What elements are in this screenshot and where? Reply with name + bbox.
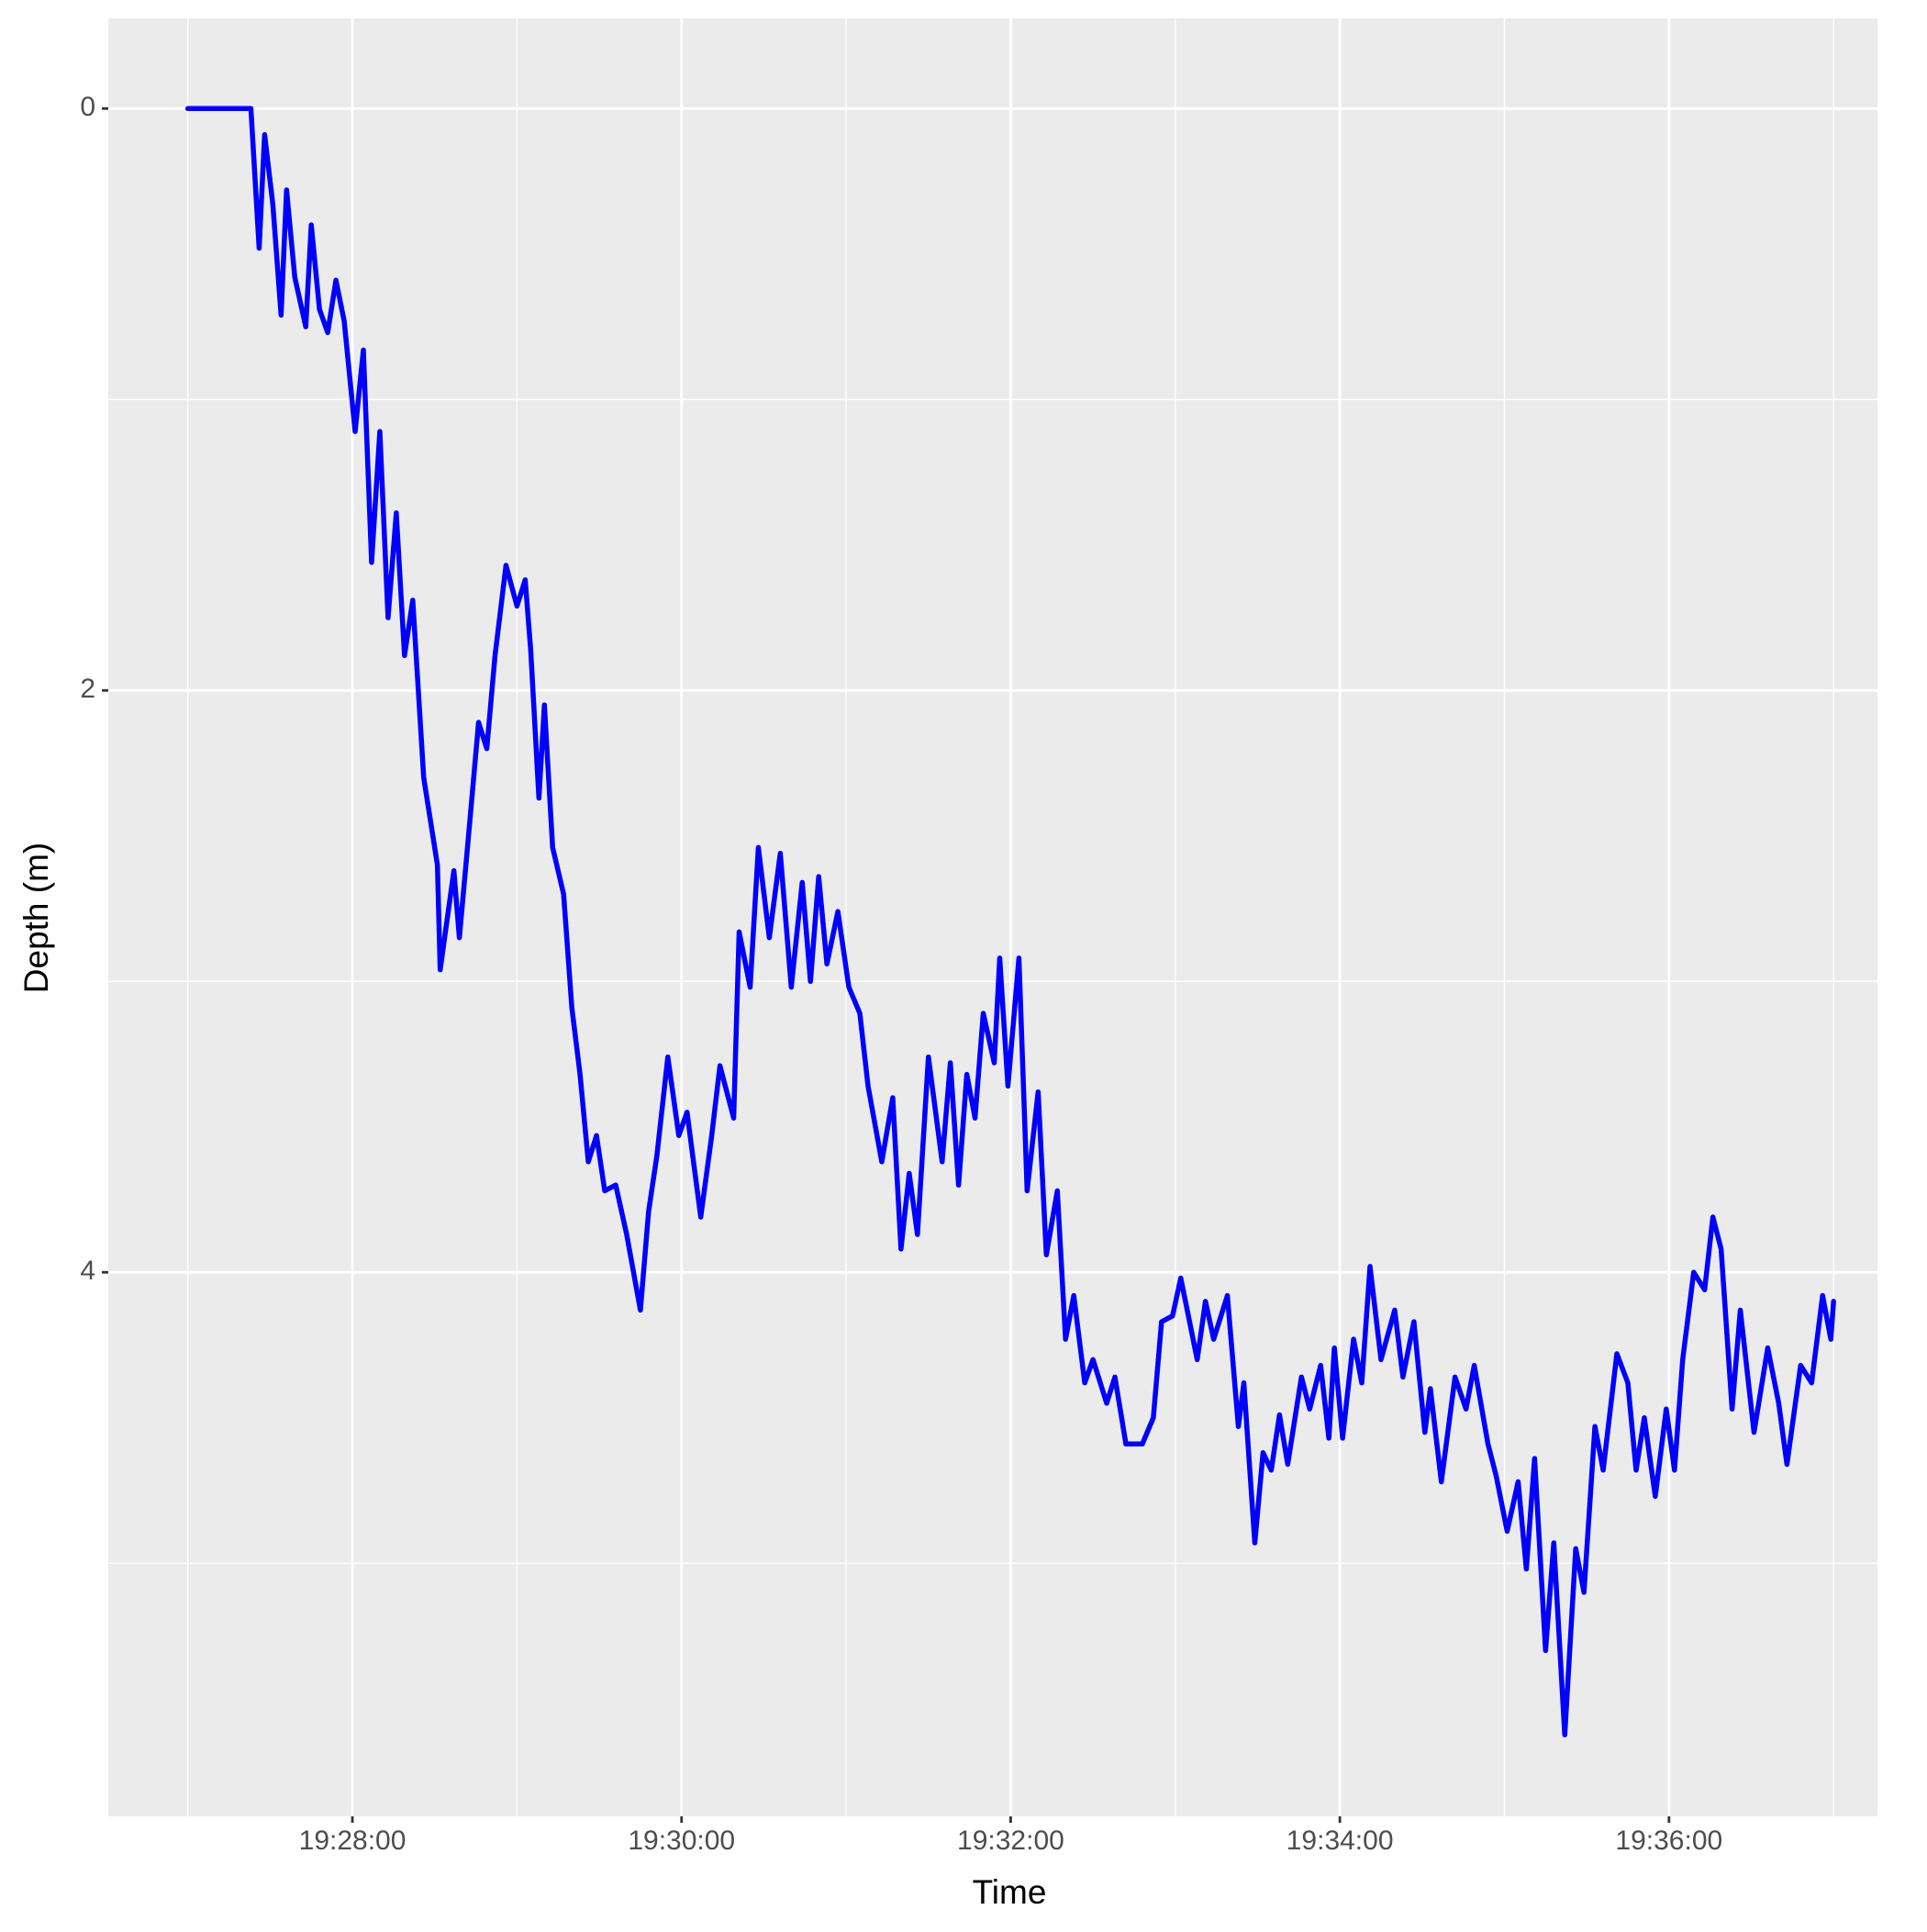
- y-axis-title: Depth (m): [17, 843, 55, 993]
- y-tick-label: 0: [80, 92, 95, 122]
- y-tick-label: 4: [80, 1256, 95, 1286]
- x-tick-label: 19:30:00: [628, 1826, 735, 1856]
- x-axis-title: Time: [973, 1873, 1047, 1911]
- panel: [108, 18, 1877, 1816]
- x-tick-label: 19:36:00: [1615, 1826, 1722, 1856]
- x-tick-label: 19:34:00: [1287, 1826, 1394, 1856]
- y-tick-label: 2: [80, 674, 95, 704]
- x-tick-label: 19:28:00: [299, 1826, 407, 1856]
- data-line: [184, 106, 1836, 1737]
- x-tick-label: 19:32:00: [957, 1826, 1064, 1856]
